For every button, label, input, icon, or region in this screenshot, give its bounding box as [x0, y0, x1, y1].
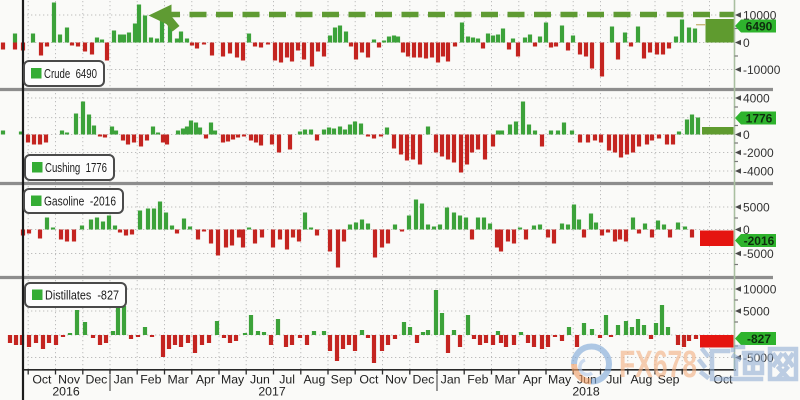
svg-text:Cushing 1776: Cushing 1776	[45, 160, 107, 175]
svg-text:Mar: Mar	[168, 373, 189, 387]
svg-text:0: 0	[743, 223, 750, 237]
svg-text:Gasoline -2016: Gasoline -2016	[44, 194, 116, 209]
svg-text:Jul: Jul	[279, 373, 295, 387]
svg-text:-4000: -4000	[743, 164, 774, 178]
svg-text:Jul: Jul	[606, 373, 622, 387]
svg-text:10000: 10000	[743, 282, 777, 296]
svg-text:Jan: Jan	[114, 373, 134, 387]
svg-text:-2016: -2016	[744, 234, 775, 248]
svg-text:10000: 10000	[743, 8, 777, 22]
svg-text:Crude 6490: Crude 6490	[44, 66, 97, 81]
svg-text:2016: 2016	[52, 385, 80, 399]
svg-text:Nov: Nov	[385, 373, 408, 387]
svg-text:Feb: Feb	[467, 373, 488, 387]
svg-text:Aug: Aug	[630, 373, 652, 387]
svg-text:0: 0	[743, 36, 750, 50]
svg-text:Sep: Sep	[658, 373, 680, 387]
svg-text:-10000: -10000	[743, 63, 781, 77]
svg-text:5000: 5000	[743, 200, 770, 214]
svg-text:Jun: Jun	[250, 373, 270, 387]
svg-text:-2000: -2000	[743, 146, 774, 160]
svg-text:FX678: FX678	[619, 344, 697, 386]
svg-text:0: 0	[743, 128, 750, 142]
svg-text:Nov: Nov	[58, 373, 81, 387]
svg-text:Oct: Oct	[32, 373, 52, 387]
svg-text:4000: 4000	[743, 91, 770, 105]
svg-text:May: May	[548, 373, 572, 387]
svg-text:1776: 1776	[746, 111, 773, 125]
svg-text:Dec: Dec	[412, 373, 434, 387]
svg-text:5000: 5000	[743, 304, 770, 318]
svg-text:Apr: Apr	[196, 373, 215, 387]
svg-text:6490: 6490	[746, 19, 773, 33]
svg-text:Distillates -827: Distillates -827	[45, 288, 119, 303]
svg-text:Sep: Sep	[331, 373, 353, 387]
svg-text:Dec: Dec	[85, 373, 107, 387]
svg-text:2017: 2017	[258, 385, 286, 399]
svg-text:-827: -827	[747, 332, 771, 346]
svg-text:May: May	[221, 373, 245, 387]
svg-text:2018: 2018	[572, 385, 600, 399]
svg-text:Oct: Oct	[359, 373, 379, 387]
svg-text:Apr: Apr	[523, 373, 542, 387]
svg-text:Jan: Jan	[441, 373, 461, 387]
svg-text:Aug: Aug	[303, 373, 325, 387]
svg-text:Mar: Mar	[495, 373, 516, 387]
svg-text:Feb: Feb	[140, 373, 161, 387]
svg-text:-5000: -5000	[743, 247, 774, 261]
